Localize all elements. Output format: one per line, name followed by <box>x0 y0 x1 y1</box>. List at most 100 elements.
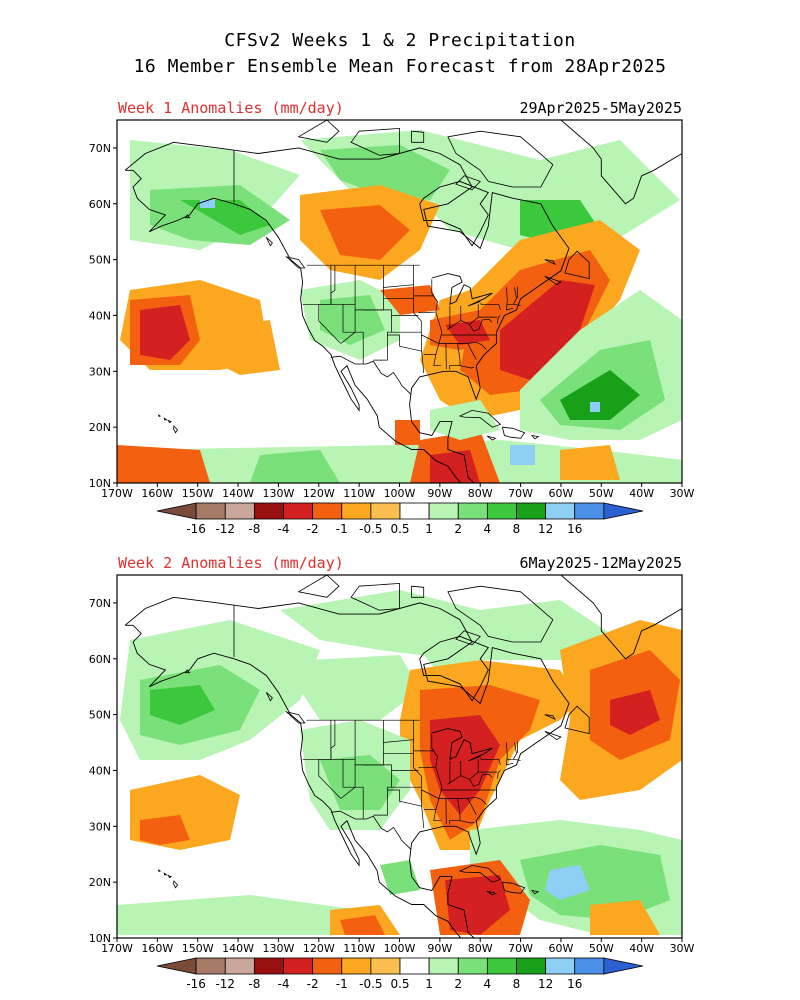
island-outline <box>285 256 306 269</box>
colorbar-cell <box>224 957 255 975</box>
colorbar-tick-label: 0.5 <box>390 522 409 536</box>
state-boundary <box>506 287 514 311</box>
anomaly-region <box>500 280 595 380</box>
state-boundary <box>447 316 479 330</box>
lon-tick-label: 160W <box>141 487 173 500</box>
state-boundary <box>459 820 475 824</box>
island-outline <box>157 868 162 873</box>
colorbar-cell <box>283 957 314 975</box>
anomaly-region <box>320 295 385 345</box>
lon-tick-label: 130W <box>262 487 294 500</box>
state-boundary <box>330 265 336 305</box>
anomaly-shading <box>117 590 682 935</box>
state-boundary <box>383 739 414 743</box>
island-outline <box>564 705 590 735</box>
state-boundary <box>413 720 425 829</box>
state-boundary <box>480 757 501 765</box>
lat-tick-label: 20N <box>89 421 111 434</box>
island-outline <box>350 127 400 156</box>
colorbar: -16 -12 -8 -4 -2 -1 -0.5 0.5 1 2 4 8 12 16 <box>156 957 644 991</box>
island-outline <box>564 250 590 280</box>
anomaly-region <box>280 590 620 660</box>
island-outline <box>265 237 273 247</box>
colorbar-tick-label: 12 <box>538 522 553 536</box>
island-outline <box>173 880 179 889</box>
north-america-coastline <box>124 596 570 938</box>
colorbar-cell <box>603 502 644 520</box>
state-boundary <box>383 284 414 288</box>
island-outline <box>167 874 172 879</box>
island-outline <box>411 130 425 143</box>
colorbar-tick-label: -8 <box>248 522 260 536</box>
state-boundary <box>467 343 477 360</box>
anomaly-region <box>320 205 410 260</box>
state-boundary <box>459 365 475 369</box>
anomaly-region <box>560 370 640 420</box>
lon-tick-label: 40W <box>629 942 654 955</box>
colorbar-tick-label: -1 <box>336 977 348 991</box>
state-boundary <box>421 334 439 344</box>
anomaly-region <box>380 860 420 895</box>
lat-tick-label: 50N <box>89 709 111 722</box>
island-outline <box>447 585 554 643</box>
lon-tick-label: 30W <box>670 942 695 955</box>
lon-tick-label: 100W <box>384 487 416 500</box>
anomaly-region <box>510 445 535 465</box>
colorbar-cell <box>399 957 430 975</box>
anomaly-region <box>150 685 215 725</box>
colorbar-tick-label: 4 <box>484 977 492 991</box>
colorbar-tick-label: 4 <box>484 522 492 536</box>
state-boundary <box>496 315 501 324</box>
state-boundary <box>330 720 336 760</box>
lat-tick-label: 50N <box>89 254 111 267</box>
lon-tick-label: 160W <box>141 942 173 955</box>
lon-tick-label: 30W <box>670 487 695 500</box>
colorbar-tick-label: -0.5 <box>359 522 382 536</box>
colorbar: -16 -12 -8 -4 -2 -1 -0.5 0.5 1 2 4 8 12 16 <box>156 502 644 536</box>
week1-panel-title: Week 1 Anomalies (mm/day) <box>118 99 344 117</box>
lon-tick-label: 50W <box>589 942 614 955</box>
state-boundary <box>506 758 521 761</box>
anomaly-region <box>590 402 600 412</box>
state-boundary <box>342 759 364 819</box>
week2-panel-title: Week 2 Anomalies (mm/day) <box>118 554 344 572</box>
anomaly-region <box>560 445 620 480</box>
state-boundary <box>512 742 517 760</box>
greenland-coastline <box>560 120 682 205</box>
colorbar-tick-label: -0.5 <box>359 977 382 991</box>
colorbar-cell <box>545 957 576 975</box>
colorbar-tick-label: 8 <box>513 977 521 991</box>
lon-tick-label: 150W <box>182 487 214 500</box>
lon-tick-label: 170W <box>101 942 133 955</box>
island-outline <box>285 711 306 724</box>
lon-tick-label: 40W <box>629 487 654 500</box>
island-outline <box>447 130 554 188</box>
anomaly-region <box>380 285 440 315</box>
lat-tick-label: 30N <box>89 820 111 833</box>
island-outline <box>297 575 340 598</box>
state-boundary <box>340 309 356 344</box>
colorbar-tick-label: 0.5 <box>390 977 409 991</box>
lat-tick-label: 40N <box>89 309 111 322</box>
colorbar-cell <box>457 957 488 975</box>
lon-tick-label: 130W <box>262 942 294 955</box>
week2-date-range: 6May2025-12May2025 <box>519 554 682 572</box>
island-outline <box>455 630 481 646</box>
colorbar-cell <box>516 957 547 975</box>
colorbar-cell <box>156 957 197 975</box>
colorbar-tick-label: 16 <box>567 977 582 991</box>
lat-tick-label: 70N <box>89 597 111 610</box>
state-boundary <box>467 798 477 815</box>
state-boundary <box>477 759 498 773</box>
map-boundaries <box>124 120 682 483</box>
colorbar-tick-label: 2 <box>454 977 462 991</box>
state-boundary <box>506 303 521 306</box>
state-boundary <box>418 311 436 314</box>
island-outline <box>458 409 502 428</box>
week1-date-range: 29Apr2025-5May2025 <box>519 99 682 117</box>
lat-tick-label: 60N <box>89 198 111 211</box>
lon-tick-label: 120W <box>303 487 335 500</box>
anomaly-region <box>610 690 660 735</box>
anomaly-region <box>545 865 590 900</box>
